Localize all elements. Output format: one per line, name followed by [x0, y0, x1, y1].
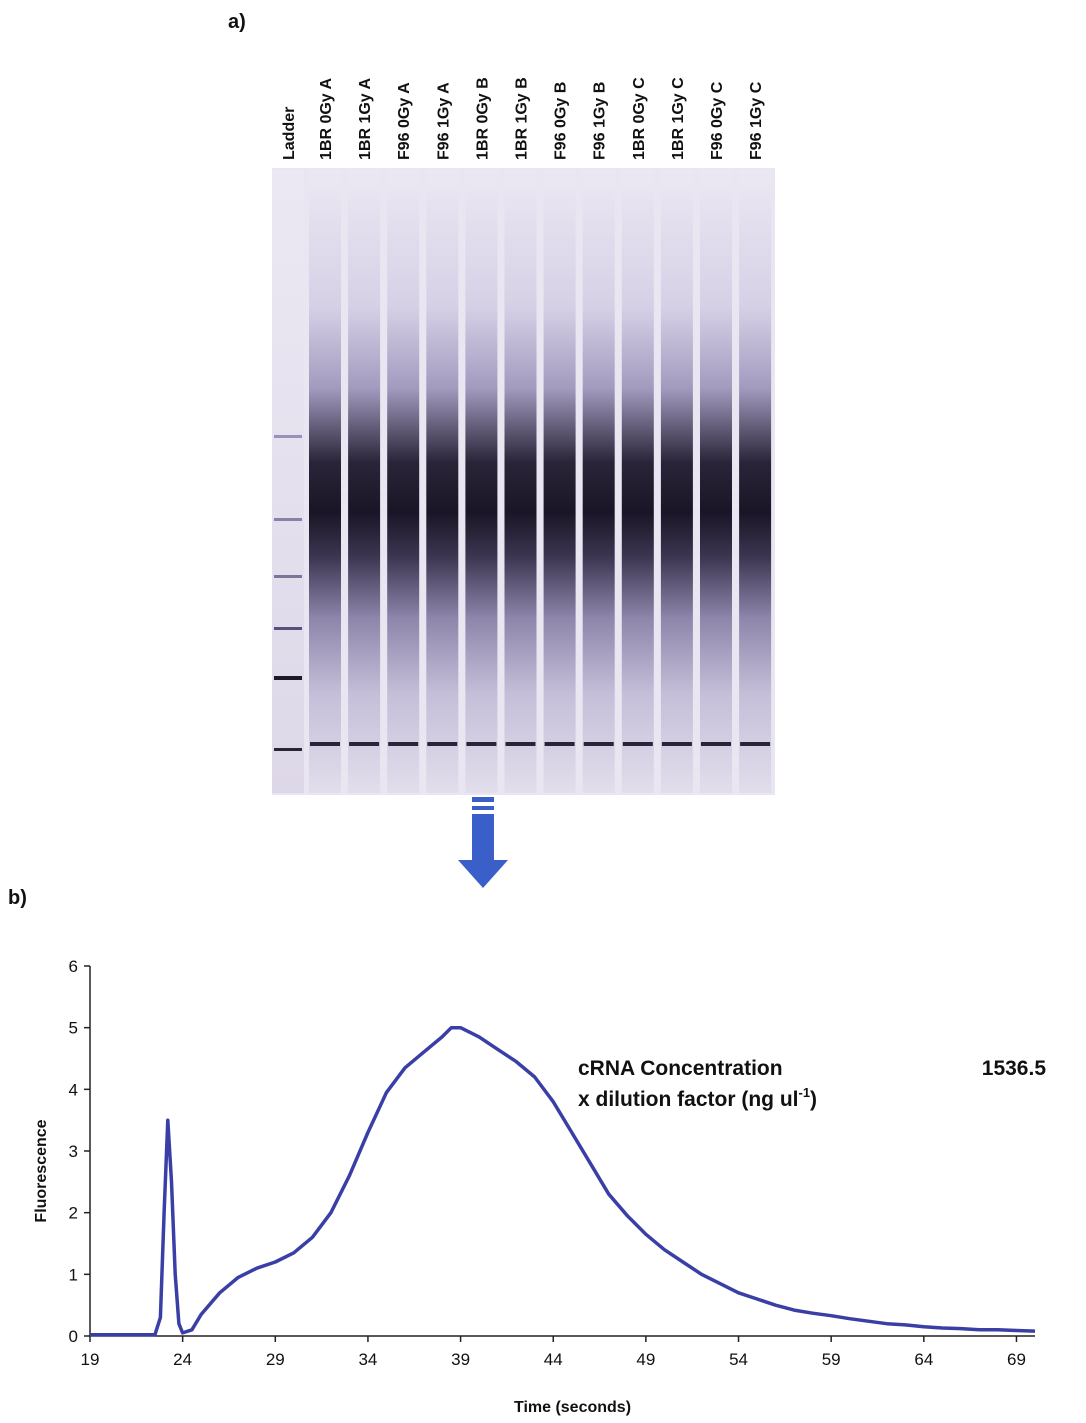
- lane-label: F96 1Gy A: [435, 82, 452, 160]
- gel-band: [740, 742, 771, 746]
- annotation-value: 1536.5: [982, 1057, 1047, 1080]
- x-tick-label: 39: [451, 1350, 470, 1369]
- gel-band: [622, 742, 653, 746]
- gel-band: [310, 742, 340, 746]
- annotation-superscript: -1: [798, 1085, 810, 1100]
- gel-band: [274, 575, 302, 578]
- x-tick-label: 69: [1007, 1350, 1026, 1369]
- x-tick-label: 54: [729, 1350, 748, 1369]
- gel-lane: [582, 170, 615, 793]
- x-tick-label: 34: [358, 1350, 377, 1369]
- annotation: x dilution factor (ng ul-1): [578, 1085, 817, 1111]
- gel-band: [466, 742, 497, 746]
- x-tick-label: 29: [266, 1350, 285, 1369]
- lane-label: F96 0Gy C: [709, 81, 726, 160]
- lane-label: 1BR 1Gy A: [357, 77, 374, 160]
- y-tick-label: 5: [69, 1019, 78, 1038]
- panel-label: a): [228, 11, 246, 33]
- x-tick-label: 64: [914, 1350, 933, 1369]
- x-tick-label: 59: [822, 1350, 841, 1369]
- x-tick-label: 24: [173, 1350, 192, 1369]
- lane-label: Ladder: [281, 107, 298, 160]
- lane-label: F96 1Gy B: [592, 82, 609, 160]
- panel-label: b): [8, 887, 27, 909]
- gel-lane: [309, 170, 341, 793]
- gel-band: [349, 742, 380, 746]
- lane-label: 1BR 1Gy B: [514, 77, 531, 160]
- lane-label: 1BR 0Gy C: [631, 77, 648, 160]
- y-tick-label: 1: [69, 1265, 78, 1284]
- gel-band: [661, 742, 692, 746]
- x-tick-label: 19: [81, 1350, 100, 1369]
- arrow: [458, 797, 508, 888]
- gel-lane: [700, 170, 732, 793]
- lane-label: 1BR 0Gy B: [474, 77, 491, 160]
- gel-lane: [387, 170, 420, 793]
- x-axis-label: Time (seconds): [514, 1399, 631, 1416]
- line: [90, 1025, 1036, 1337]
- gel-lane: [348, 170, 381, 793]
- gel-band: [274, 435, 302, 438]
- lane-label: F96 0Gy A: [396, 82, 413, 160]
- gel-band: [701, 742, 731, 746]
- gel-band: [544, 742, 575, 746]
- gel-band: [274, 627, 302, 630]
- lane-label: F96 1Gy C: [748, 81, 765, 160]
- gel-lane: [272, 170, 304, 793]
- gel-lane: [543, 170, 576, 793]
- y-tick-label: 6: [69, 957, 78, 976]
- gel-lane: [739, 170, 772, 793]
- y-axis-label: Fluorescence: [33, 1119, 50, 1222]
- gel-lane: [426, 170, 459, 793]
- gel-band: [274, 518, 302, 521]
- y-tick-label: 3: [69, 1142, 78, 1161]
- gel-lane: [660, 170, 693, 793]
- x-tick-label: 44: [544, 1350, 563, 1369]
- gel-band: [388, 742, 419, 746]
- lane-label: F96 0Gy B: [553, 82, 570, 160]
- annotation-text: ): [810, 1088, 817, 1111]
- gel-lane: [504, 170, 537, 793]
- lane-label: 1BR 1Gy C: [670, 77, 687, 160]
- gel-band: [505, 742, 536, 746]
- annotation: cRNA Concentration: [578, 1057, 783, 1080]
- y-tick-label: 2: [69, 1204, 78, 1223]
- gel-band: [427, 742, 458, 746]
- y-tick-label: 4: [69, 1080, 78, 1099]
- gel-lane: [621, 170, 654, 793]
- x-tick-label: 49: [636, 1350, 655, 1369]
- gel-lane: [465, 170, 498, 793]
- gel-band: [274, 748, 302, 751]
- gel: Ladder 1BR 0Gy A 1BR 1Gy A F96 0Gy A F96 1Gy…: [272, 77, 772, 793]
- lane-label: 1BR 0Gy A: [318, 77, 335, 160]
- gel-band: [583, 742, 614, 746]
- annotation-text: x dilution factor (ng ul: [578, 1088, 798, 1111]
- y-tick-label: 0: [69, 1327, 78, 1346]
- gel-band: [274, 676, 302, 680]
